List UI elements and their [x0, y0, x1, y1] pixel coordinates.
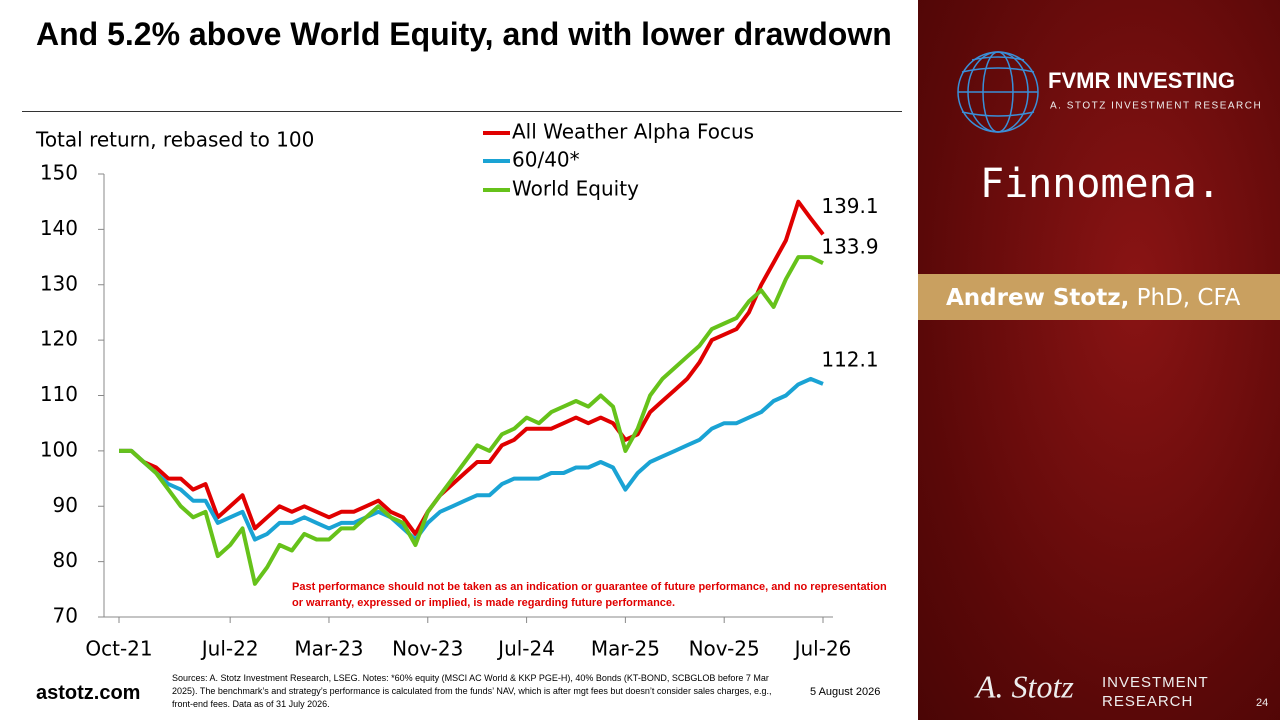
x-tick-label: Nov-25 — [689, 637, 760, 661]
title: And 5.2% above World Equity, and with lo… — [36, 16, 892, 52]
side-panel-art: FVMR INVESTING A. STOTZ INVESTMENT RESEA… — [918, 51, 1280, 710]
y-tick-label: 130 — [40, 271, 78, 295]
presenter-credentials: PhD, CFA — [1137, 285, 1241, 311]
end-label: 133.9 — [821, 235, 878, 259]
y-axis-label: Total return, rebased to 100 — [35, 128, 314, 152]
side-panel: FVMR INVESTING A. STOTZ INVESTMENT RESEA… — [918, 0, 1280, 720]
legend-label: All Weather Alpha Focus — [512, 120, 754, 144]
brand: FVMR INVESTING — [1048, 68, 1235, 93]
y-tick-label: 90 — [53, 493, 78, 517]
y-tick-label: 80 — [53, 548, 78, 572]
sources: Sources: A. Stotz Investment Research, L… — [172, 673, 772, 709]
x-tick-label: Mar-23 — [294, 637, 363, 661]
y-tick-label: 140 — [40, 216, 78, 240]
series-line — [119, 255, 824, 586]
series-line — [119, 376, 824, 542]
footer-brand-1: INVESTMENT — [1102, 674, 1209, 691]
y-tick-label: 150 — [40, 161, 78, 185]
title-rule — [22, 111, 902, 112]
website: astotz.com — [36, 682, 141, 704]
x-tick-label: Nov-23 — [392, 637, 463, 661]
page-number: 24 — [1256, 697, 1268, 709]
presenter-name: Andrew Stotz, — [946, 285, 1129, 311]
x-tick-label: Oct-21 — [85, 637, 152, 661]
y-tick-label: 70 — [53, 604, 78, 628]
partner: Finnomena. — [980, 161, 1221, 207]
signature: A. Stotz — [974, 668, 1074, 704]
x-tick-label: Jul-24 — [496, 637, 555, 661]
x-tick-label: Jul-26 — [793, 637, 852, 661]
date: 5 August 2026 — [810, 686, 881, 698]
legend-label: World Equity — [512, 177, 639, 201]
legend-label: 60/40* — [512, 148, 580, 172]
x-tick-label: Jul-22 — [200, 637, 259, 661]
presenter: Andrew Stotz, PhD, CFA — [946, 285, 1241, 311]
brand-sub: A. STOTZ INVESTMENT RESEARCH — [1050, 101, 1262, 112]
end-label: 139.1 — [821, 194, 878, 218]
name-band — [918, 274, 1280, 320]
chart: Total return, rebased to 100 70 80 90 100 11… — [35, 120, 879, 661]
series-line — [119, 199, 825, 536]
y-tick-label: 100 — [40, 437, 78, 461]
footer-brand-2: RESEARCH — [1102, 693, 1193, 710]
disclaimer: Past performance should not be taken as … — [292, 581, 887, 609]
y-tick-label: 120 — [40, 327, 78, 351]
globe-logo — [957, 51, 1039, 133]
end-label: 112.1 — [821, 347, 878, 371]
y-tick-label: 110 — [40, 382, 78, 406]
x-tick-label: Mar-25 — [591, 637, 660, 661]
